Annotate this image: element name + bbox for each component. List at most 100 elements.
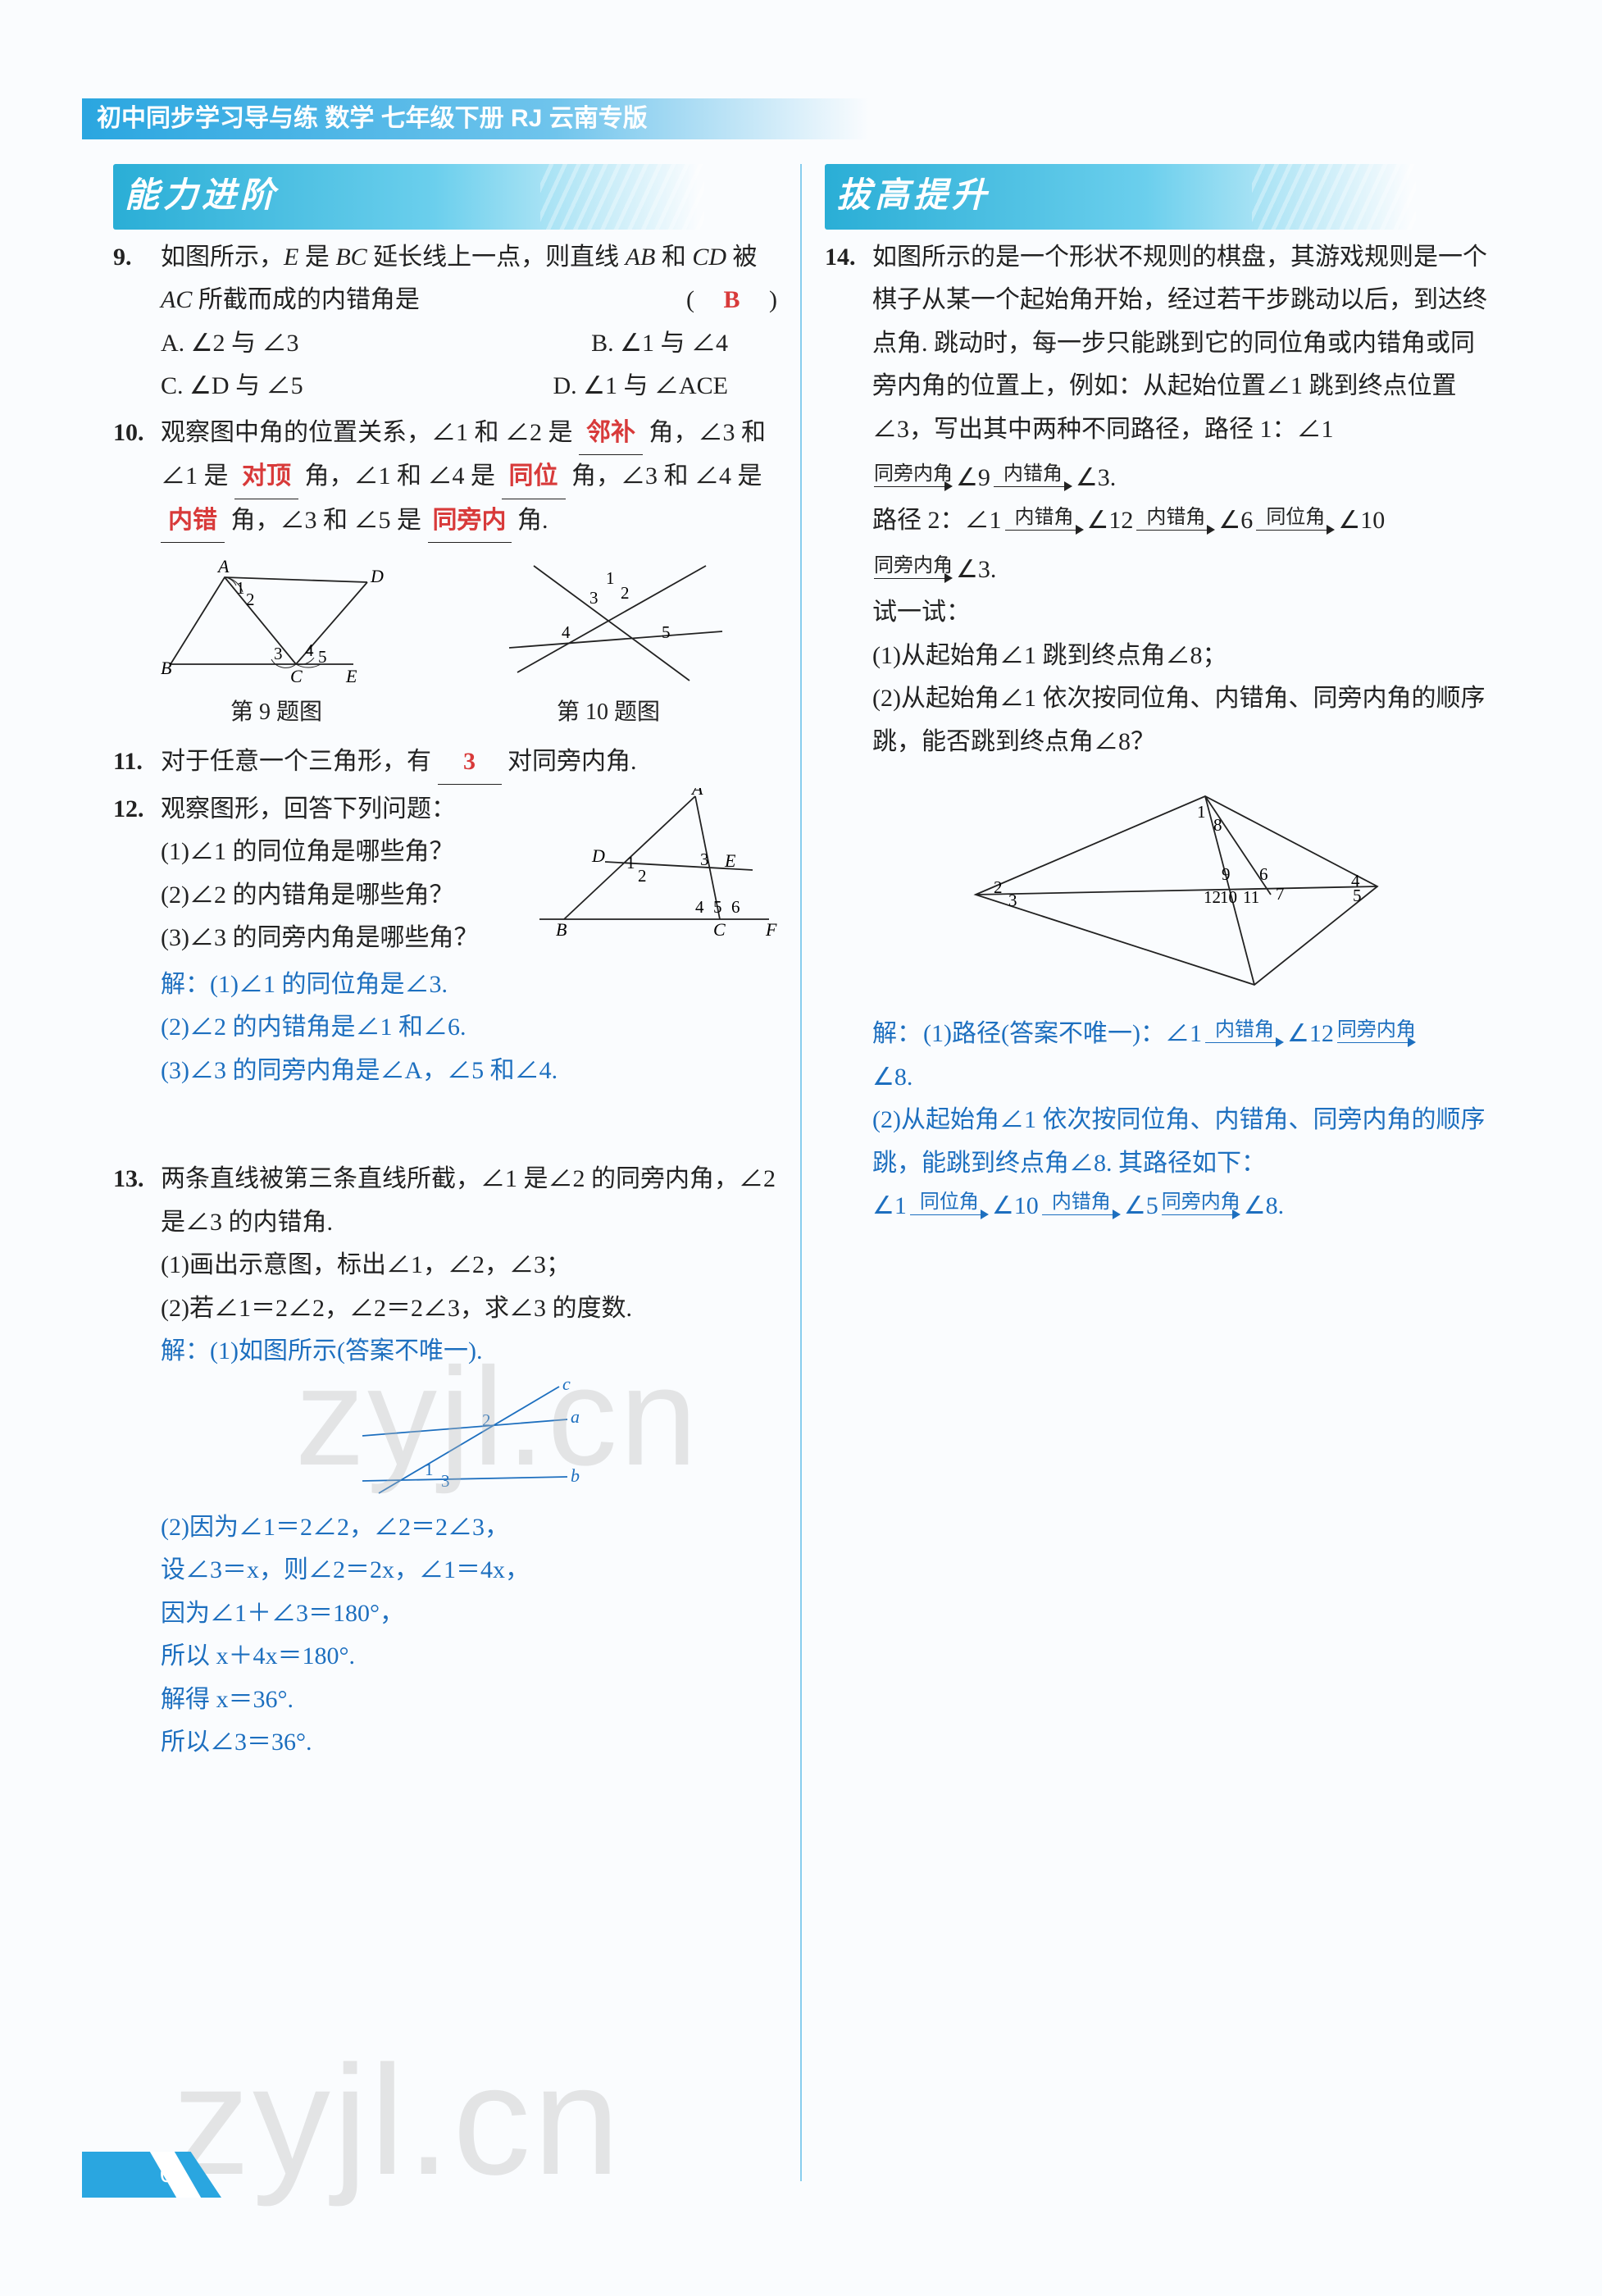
problem-body: 如图所示，E 是 BC 延长线上一点，则直线 AB 和 CD 被 AC 所截而成…	[161, 236, 777, 408]
section-banner-left: 能力进阶	[113, 164, 698, 230]
sub-1: (1)画出示意图，标出∠1，∠2，∠3；	[161, 1244, 777, 1287]
sol-line: (1)∠1 的同位角是∠3.	[210, 971, 448, 998]
svg-text:5: 5	[318, 647, 327, 667]
caption-9: 第 9 题图	[230, 692, 322, 732]
text: 两条直线被第三条直线所截，∠1 是∠2 的同旁内角，∠2 是∠3 的内错角.	[161, 1158, 777, 1244]
sol-line: 因为∠1＋∠3＝180°，	[161, 1592, 777, 1636]
caption-10: 第 10 题图	[557, 692, 660, 732]
sol-line: (2)∠2 的内错角是∠1 和∠6.	[161, 1006, 777, 1050]
text: 角，∠1 和 ∠4 是	[305, 462, 496, 490]
problem-body: 如图所示的是一个形状不规则的棋盘，其游戏规则是一个棋子从某一个起始角开始，经过若…	[872, 236, 1489, 1228]
svg-text:A: A	[690, 788, 703, 799]
sub-3: (3)∠3 的同旁内角是哪些角？	[161, 917, 525, 960]
sub-2: (2)∠2 的内错角是哪些角？	[161, 874, 525, 918]
sol-text: (1)路径(答案不唯一)：∠1	[923, 1013, 1202, 1056]
svg-text:12: 12	[1204, 887, 1221, 907]
column-divider	[800, 164, 802, 2181]
svg-text:2: 2	[994, 877, 1003, 897]
mc-answer: B	[700, 286, 762, 313]
svg-text:B: B	[161, 658, 171, 678]
text: 是	[298, 244, 335, 271]
svg-text:C: C	[290, 666, 303, 686]
svg-text:D: D	[370, 566, 384, 586]
text: 观察图形，回答下列问题：	[161, 788, 525, 831]
svg-text:1: 1	[1197, 802, 1206, 822]
text: 如图所示，	[161, 244, 284, 271]
fill-blank: 3	[438, 740, 502, 785]
text: 对于任意一个三角形，有	[161, 748, 431, 775]
svg-text:D: D	[591, 845, 605, 866]
svg-text:9: 9	[1222, 864, 1231, 884]
var: BC	[335, 244, 366, 271]
problem-body: 两条直线被第三条直线所截，∠1 是∠2 的同旁内角，∠2 是∠3 的内错角. (…	[161, 1158, 777, 1765]
page-number: 6	[160, 2161, 174, 2188]
svg-text:6: 6	[731, 897, 740, 917]
problem-number: 11.	[113, 740, 161, 785]
text: 角.	[517, 507, 548, 534]
choice-row: C. ∠D 与 ∠5 D. ∠1 与 ∠ACE	[161, 365, 777, 408]
figure-12-svg: A B C D E F 1 2 3 4 5 6	[531, 788, 777, 944]
svg-text:4: 4	[305, 640, 314, 660]
node: ∠10	[1338, 499, 1385, 543]
text: 所截而成的内错角是	[192, 286, 420, 313]
sol-line: 所以 x＋4x＝180°.	[161, 1635, 777, 1679]
figure-caption-row: 第 9 题图 第 10 题图	[113, 692, 777, 732]
svg-text:3: 3	[441, 1471, 450, 1491]
fill-blank: 同位	[502, 455, 566, 499]
choice-D: D. ∠1 与 ∠ACE	[553, 365, 728, 408]
path-2b: 同旁内角 ∠3.	[872, 549, 996, 592]
text: 观察图中角的位置关系，∠1 和 ∠2 是	[161, 419, 573, 446]
sol-label: 解：	[161, 1337, 210, 1364]
svg-text:7: 7	[1276, 884, 1285, 904]
node: ∠9	[956, 457, 990, 500]
section-banner-right: 拔高提升	[825, 164, 1409, 230]
sub-1: (1)∠1 的同位角是哪些角？	[161, 831, 525, 874]
figure-9-svg: A B C D E 1 2 3 4 5	[161, 558, 407, 689]
figure-10-svg: 1 2 3 4 5	[501, 549, 730, 689]
node: ∠3.	[1076, 457, 1116, 500]
svg-text:3: 3	[589, 588, 598, 608]
problem-14: 14. 如图所示的是一个形状不规则的棋盘，其游戏规则是一个棋子从某一个起始角开始…	[825, 236, 1489, 1228]
sol-line: (2)因为∠1＝2∠2，∠2＝2∠3，	[161, 1506, 777, 1550]
var: AC	[161, 286, 192, 313]
svg-text:c: c	[562, 1378, 571, 1394]
text: 角，∠3 和 ∠5 是	[231, 507, 422, 534]
svg-text:5: 5	[713, 897, 722, 917]
node: ∠8.	[872, 1056, 1489, 1100]
text: 如图所示的是一个形状不规则的棋盘，其游戏规则是一个棋子从某一个起始角开始，经过若…	[872, 244, 1487, 443]
figure-13-svg: a b c 1 2 3	[346, 1378, 592, 1501]
svg-text:2: 2	[482, 1410, 491, 1430]
choice-A: A. ∠2 与 ∠3	[161, 322, 299, 366]
svg-text:A: A	[216, 558, 230, 576]
left-column: 能力进阶 9. 如图所示，E 是 BC 延长线上一点，则直线 AB 和 CD 被…	[98, 164, 800, 2181]
problem-number: 12.	[113, 788, 161, 960]
svg-text:10: 10	[1220, 887, 1237, 907]
var: AB	[626, 244, 656, 271]
problem-number: 9.	[113, 236, 161, 408]
text: 路径 2：∠1	[872, 499, 1002, 543]
problem-number: 10.	[113, 412, 161, 544]
sol-line: 所以∠3＝36°.	[161, 1721, 777, 1765]
sol-label: 解：	[872, 1013, 922, 1056]
svg-text:1: 1	[236, 578, 245, 598]
svg-text:2: 2	[638, 866, 647, 886]
node: ∠12	[1287, 1013, 1334, 1056]
node: ∠6	[1218, 499, 1253, 543]
svg-text:5: 5	[662, 622, 671, 642]
node: ∠3.	[956, 549, 996, 592]
svg-text:B: B	[556, 919, 567, 940]
problem-10: 10. 观察图中角的位置关系，∠1 和 ∠2 是 邻补 角，∠3 和 ∠1 是 …	[113, 412, 777, 544]
content-wrapper: 能力进阶 9. 如图所示，E 是 BC 延长线上一点，则直线 AB 和 CD 被…	[98, 164, 1504, 2181]
svg-text:C: C	[713, 919, 726, 940]
svg-text:3: 3	[274, 644, 283, 663]
sub-1: (1)从起始角∠1 跳到终点角∠8；	[872, 635, 1489, 678]
text: 延长线上一点，则直线	[367, 244, 626, 271]
svg-text:11: 11	[1243, 887, 1259, 907]
svg-text:E: E	[345, 666, 357, 686]
choice-B: B. ∠1 与 ∠4	[591, 322, 728, 366]
svg-text:5: 5	[1353, 886, 1362, 905]
svg-text:E: E	[724, 850, 736, 871]
problem-number: 14.	[825, 236, 872, 1228]
text: 和	[655, 244, 692, 271]
page-header: 初中同步学习导与练 数学 七年级下册 RJ 云南专版	[82, 98, 869, 139]
